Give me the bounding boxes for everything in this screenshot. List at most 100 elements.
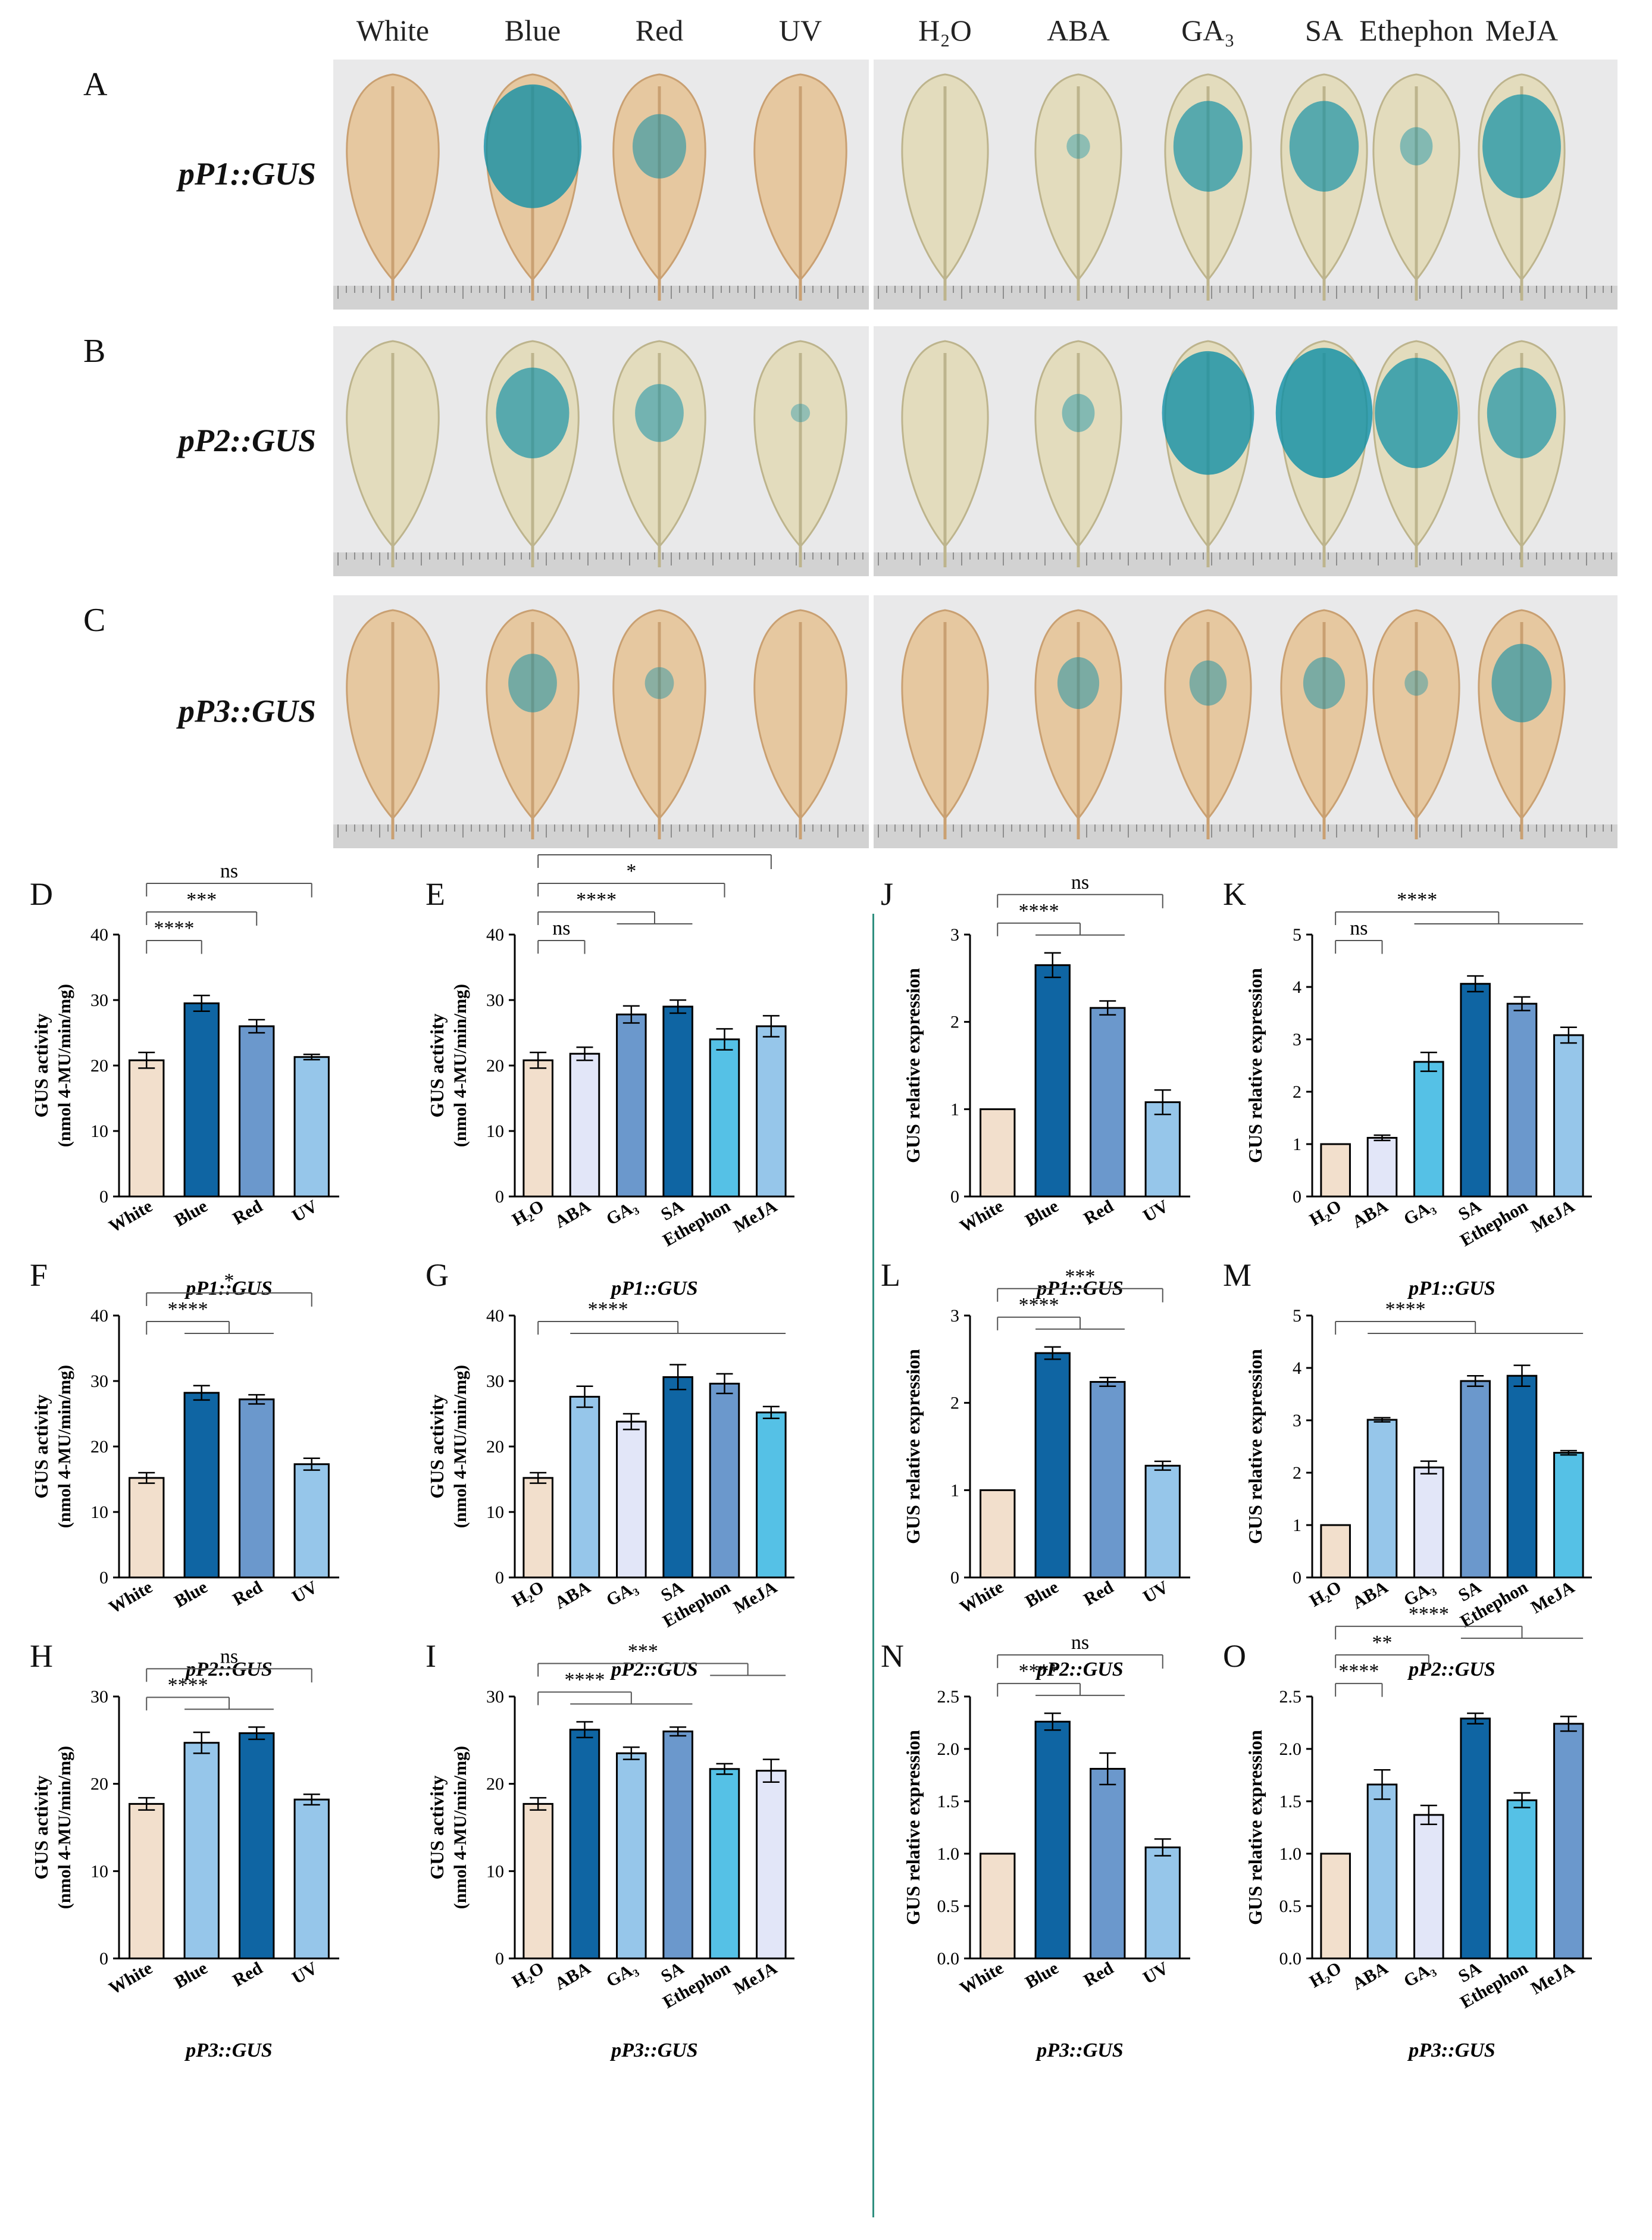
y-tick-label: 4 [1293,977,1301,997]
x-axis-label-O: pP3::GUS [1407,2039,1495,2061]
bar-E-0 [522,1059,553,1198]
y-tick-label: 10 [486,1861,504,1881]
y-tick-label: 2 [950,1394,959,1413]
y-tick-label: 10 [90,1121,108,1141]
y-axis-label2-I: (nmol 4-MU/min/mg) [450,1746,470,1909]
stain-light-2-2 [644,667,674,699]
x-tick-label-F-0: White [105,1577,155,1617]
bar-O-0 [1320,1852,1351,1960]
bar-I-1 [569,1729,600,1960]
bar-O-2 [1413,1814,1444,1960]
bar-O-3 [1460,1717,1491,1960]
y-tick-label: 30 [90,991,108,1010]
chart-E: E 0 10 20 30 40 GUS activity (nmol 4-MU/min/mg)… [425,851,794,1299]
bar-K-3 [1460,983,1491,1198]
bar-M-4 [1506,1374,1538,1579]
bar-J-1 [1034,964,1071,1198]
bar-E-1 [569,1052,600,1198]
stain-hormone-0-3 [1289,101,1359,192]
y-tick-label: 30 [486,1687,504,1707]
y-tick-label: 0.5 [1279,1897,1302,1916]
bar-K-2 [1413,1061,1444,1198]
sig-label-N: ns [1071,1632,1089,1654]
hormone-header-2: GA₃ [1181,14,1235,47]
stain-hormone-2-4 [1404,670,1428,696]
bar-M-5 [1553,1452,1584,1579]
bar-L-3 [1144,1464,1181,1579]
bar-I-5 [756,1770,787,1960]
bar-I-3 [662,1730,693,1960]
y-axis-label-N: GUS relative expression [902,1730,924,1925]
bar-G-2 [616,1420,647,1579]
y-tick-label: 40 [90,1306,108,1326]
x-tick-label-N-3: UV [1140,1958,1172,1988]
sig-label-K: ns [1350,917,1368,939]
bar-I-4 [709,1768,740,1960]
chart-D: D 0 10 20 30 40 GUS activity (nmol 4-MU/min/mg)… [30,860,339,1299]
x-tick-label-H-0: White [105,1958,155,1998]
sig-label-N: **** [1019,1660,1059,1682]
y-tick-label: 0 [99,1187,108,1207]
sig-label-I: *** [628,1641,658,1663]
bar-O-5 [1553,1723,1584,1960]
chart-letter-N: N [881,1638,904,1674]
hormone-header-0: H₂O [918,14,972,47]
y-tick-label: 0 [99,1568,108,1588]
bar-J-0 [980,1108,1016,1198]
ruler-1-0 [333,552,869,576]
y-axis-label-L: GUS relative expression [902,1349,924,1544]
x-tick-label-O-0: H₂O [1306,1958,1345,1991]
bar-F-2 [239,1398,275,1579]
stain-hormone-1-5 [1487,367,1557,458]
ruler-1-1 [874,552,1617,576]
bar-M-0 [1320,1524,1351,1579]
y-tick-label: 40 [486,1306,504,1326]
y-tick-label: 5 [1293,925,1301,945]
y-tick-label: 30 [486,1372,504,1391]
hormone-header-3: SA [1305,14,1343,47]
sig-label-G: **** [588,1298,628,1320]
x-tick-label-L-3: UV [1140,1577,1172,1607]
bar-L-0 [980,1489,1016,1579]
x-tick-label-H-1: Blue [171,1958,211,1992]
chart-H: H 0 10 20 30 GUS activity (nmol 4-MU/min/mg) Wh… [30,1638,339,2061]
bar-G-5 [756,1411,787,1579]
stain-hormone-2-1 [1057,657,1100,710]
y-axis-label-F: GUS activity [30,1394,52,1498]
chart-letter-D: D [30,876,53,912]
bar-J-2 [1090,1007,1126,1198]
x-tick-label-L-1: Blue [1022,1577,1062,1611]
y-tick-label: 3 [950,1306,959,1326]
section-divider [872,914,874,2217]
y-tick-label: 2.0 [937,1739,960,1759]
bar-K-0 [1320,1143,1351,1198]
y-axis-label-I: GUS activity [426,1775,448,1879]
hormone-header-5: MeJA [1485,14,1558,47]
y-axis-label2-F: (nmol 4-MU/min/mg) [55,1365,74,1528]
bar-E-3 [662,1005,693,1198]
y-tick-label: 1.0 [937,1844,960,1864]
y-tick-label: 30 [90,1372,108,1391]
stain-light-2-1 [508,654,557,713]
y-tick-label: 1 [950,1099,959,1119]
y-axis-label-E: GUS activity [426,1013,448,1117]
stain-hormone-0-5 [1482,94,1561,199]
chart-letter-E: E [425,876,445,912]
x-tick-label-O-1: ABA [1349,1958,1392,1994]
x-tick-label-G-5: MeJA [730,1577,781,1617]
light-header-2: Red [636,14,684,47]
y-tick-label: 2.5 [1279,1687,1302,1707]
chart-L: L 0 1 2 3 GUS relative expression White Blue Red… [881,1257,1190,1680]
y-tick-label: 20 [486,1437,504,1457]
y-axis-label2-G: (nmol 4-MU/min/mg) [450,1365,470,1528]
y-tick-label: 1 [1293,1516,1301,1535]
x-tick-label-H-3: UV [289,1958,321,1988]
y-tick-label: 4 [1293,1358,1301,1378]
x-tick-label-D-0: White [105,1196,155,1236]
bar-L-2 [1090,1380,1126,1579]
sig-label-H: ns [220,1645,238,1667]
y-tick-label: 20 [90,1437,108,1457]
y-tick-label: 0.0 [937,1949,960,1969]
sig-label-O: ** [1372,1632,1393,1654]
y-axis-label2-E: (nmol 4-MU/min/mg) [450,984,470,1147]
